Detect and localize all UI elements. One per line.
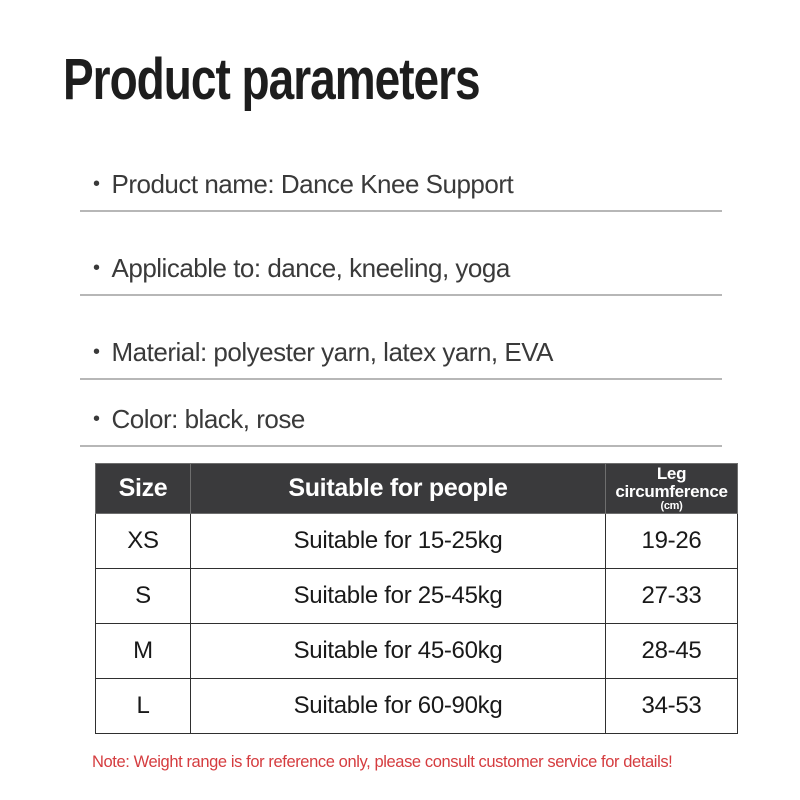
spec-list-item: • Material: polyester yarn, latex yarn, E… <box>80 296 722 380</box>
table-row: S Suitable for 25-45kg 27-33 <box>95 568 738 624</box>
size-chart-header: Size Suitable for people Leg circumferen… <box>95 463 738 514</box>
spec-text: Product name: Dance Knee Support <box>111 169 514 199</box>
size-chart-body: XS Suitable for 15-25kg 19-26 S Suitable… <box>95 513 738 734</box>
header-row: Size Suitable for people Leg circumferen… <box>95 463 738 514</box>
spec-list: • Product name: Dance Knee Support • Appli… <box>80 128 722 447</box>
table-row: M Suitable for 45-60kg 28-45 <box>95 623 738 679</box>
cell-size: L <box>95 678 191 734</box>
cell-leg: 27-33 <box>605 568 738 624</box>
cell-size: S <box>95 568 191 624</box>
spec-text: Material: polyester yarn, latex yarn, EV… <box>111 337 554 367</box>
cell-leg: 34-53 <box>605 678 738 734</box>
bullet-icon: • <box>93 408 100 430</box>
cell-leg: 28-45 <box>605 623 738 679</box>
cell-people: Suitable for 60-90kg <box>190 678 606 734</box>
spec-text: Color: black, rose <box>111 404 306 434</box>
size-chart-table: Size Suitable for people Leg circumferen… <box>95 463 738 734</box>
bullet-icon: • <box>93 341 100 363</box>
table-row: XS Suitable for 15-25kg 19-26 <box>95 513 738 569</box>
spec-text: Applicable to: dance, kneeling, yoga <box>111 253 511 283</box>
spec-list-item: • Applicable to: dance, kneeling, yoga <box>80 212 722 296</box>
bullet-icon: • <box>93 173 100 195</box>
cell-people: Suitable for 45-60kg <box>190 623 606 679</box>
spec-list-item: • Color: black, rose <box>80 380 722 447</box>
col-header-size: Size <box>95 463 191 514</box>
cell-leg: 19-26 <box>605 513 738 569</box>
cell-people: Suitable for 25-45kg <box>190 568 606 624</box>
page-title: Product parameters <box>63 45 481 112</box>
leg-header-line1: Leg <box>656 463 687 483</box>
cell-people: Suitable for 15-25kg <box>190 513 606 569</box>
col-header-people: Suitable for people <box>190 463 606 514</box>
cell-size: M <box>95 623 191 679</box>
cell-size: XS <box>95 513 191 569</box>
note-text: Note: Weight range is for reference only… <box>92 753 673 771</box>
leg-header-unit: (cm) <box>660 499 683 512</box>
spec-list-item: • Product name: Dance Knee Support <box>80 128 722 212</box>
col-header-leg-circumference: Leg circumference (cm) <box>605 463 738 514</box>
bullet-icon: • <box>93 257 100 279</box>
table-row: L Suitable for 60-90kg 34-53 <box>95 678 738 734</box>
leg-header-line2: circumference <box>615 481 728 501</box>
